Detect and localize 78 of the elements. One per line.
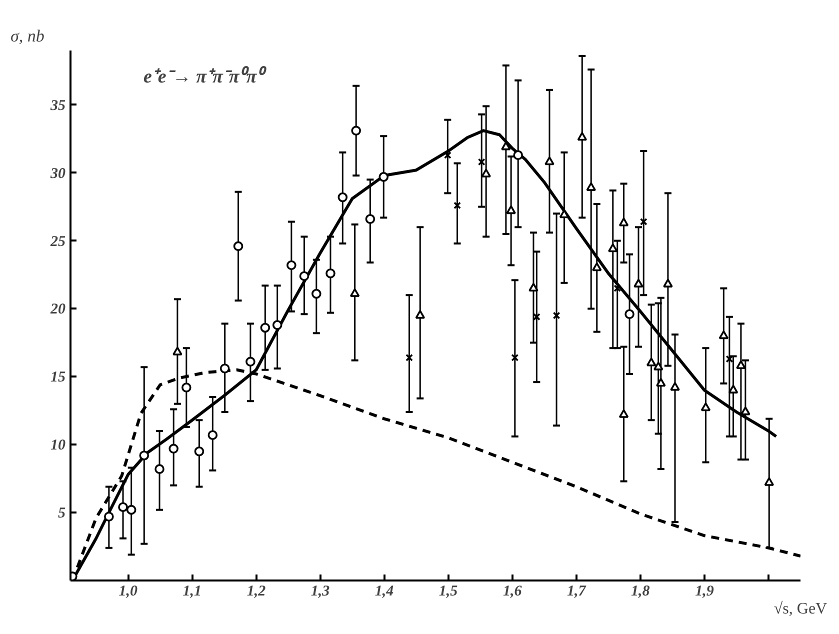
annotation: e⁺e⁻→ π⁺π⁻π⁰π⁰ [144, 66, 268, 88]
point [586, 182, 596, 191]
point [378, 172, 389, 182]
point [139, 450, 150, 460]
point [260, 322, 270, 333]
point [365, 214, 376, 224]
point [272, 320, 282, 330]
x-tick-label: 1,5 [438, 584, 458, 600]
point [513, 150, 524, 160]
point [415, 310, 426, 319]
x-tick-label: 1,2 [246, 584, 266, 600]
point [104, 512, 114, 522]
point [350, 288, 360, 297]
point [233, 241, 244, 252]
point [618, 218, 629, 226]
point [338, 192, 348, 202]
point [618, 409, 629, 418]
point [168, 444, 178, 454]
point [311, 288, 322, 299]
point [182, 382, 192, 392]
y-axis-title: σ, nb [10, 26, 44, 46]
y-tick-label: 35 [50, 98, 66, 114]
x-tick-label: 1,3 [310, 584, 330, 600]
x-tick-label: 1,6 [502, 584, 522, 600]
point [544, 156, 554, 166]
point [154, 464, 164, 474]
point [700, 402, 711, 412]
point [577, 132, 588, 141]
point [454, 202, 461, 210]
point [736, 360, 746, 369]
point [126, 504, 136, 515]
y-tick-label: 10 [50, 438, 66, 454]
point [614, 284, 622, 292]
point [728, 384, 738, 394]
y-tick-label: 25 [50, 234, 66, 250]
point [299, 271, 310, 281]
point [764, 477, 774, 486]
point [172, 346, 182, 356]
x-tick-label: 1,4 [374, 584, 394, 600]
point [528, 282, 538, 292]
point [351, 126, 361, 136]
x-tick-label: 1,9 [695, 584, 714, 600]
y-tick-label: 20 [50, 302, 66, 318]
point [246, 356, 256, 367]
point [194, 446, 204, 456]
point [481, 168, 491, 178]
point [118, 502, 128, 512]
point [624, 309, 634, 320]
point [208, 430, 218, 440]
point [406, 354, 413, 362]
point [608, 243, 618, 252]
x-tick-label: 1,8 [631, 584, 650, 600]
point [286, 260, 296, 270]
y-tick-label: 30 [50, 166, 66, 182]
point [646, 358, 656, 366]
point [634, 278, 644, 288]
point [656, 378, 666, 387]
point [552, 312, 560, 320]
y-tick-label: 5 [58, 506, 66, 522]
x-tick-label: 1,7 [567, 584, 586, 600]
point [220, 364, 230, 374]
point [670, 382, 680, 391]
point [444, 151, 452, 159]
point [506, 205, 516, 214]
point [718, 330, 729, 340]
point [740, 406, 750, 416]
point [726, 355, 734, 363]
point [663, 278, 673, 288]
point [478, 158, 486, 166]
point [653, 362, 664, 370]
x-tick-label: 1,0 [118, 584, 138, 600]
point [511, 354, 519, 362]
point [592, 262, 602, 272]
point [501, 141, 511, 150]
x-tick-label: 1,1 [182, 584, 202, 600]
x-axis-title: √s, GeV [774, 600, 828, 618]
y-tick-label: 15 [50, 370, 66, 386]
point [326, 268, 336, 278]
